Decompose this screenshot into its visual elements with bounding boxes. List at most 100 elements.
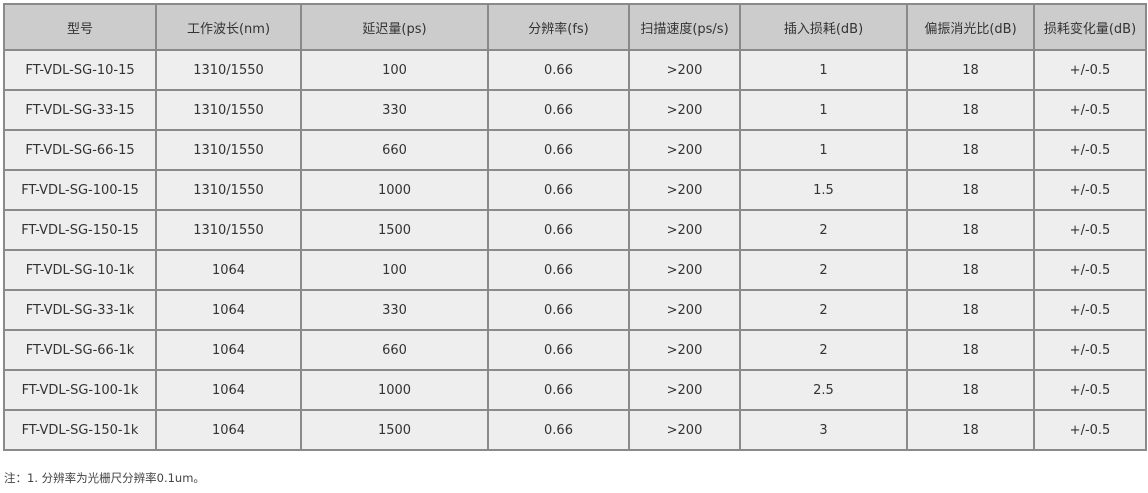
- table-cell: +/-0.5: [1033, 249, 1147, 291]
- table-cell: 18: [906, 209, 1035, 251]
- table-cell: +/-0.5: [1033, 169, 1147, 211]
- table-cell: >200: [628, 209, 741, 251]
- table-cell: 2: [739, 209, 908, 251]
- table-cell: 18: [906, 49, 1035, 91]
- table-row: FT-VDL-SG-100-15 1310/1550 1000 0.66 >200 1.5…: [3, 169, 1147, 211]
- table-cell: 2.5: [739, 369, 908, 411]
- table-cell: 0.66: [487, 409, 630, 451]
- column-header: 插入损耗(dB): [739, 3, 908, 51]
- table-cell: 660: [300, 329, 489, 371]
- table-cell: 1064: [155, 409, 302, 451]
- table-cell: 1064: [155, 249, 302, 291]
- table-cell: FT-VDL-SG-150-15: [3, 209, 157, 251]
- table-cell: 1.5: [739, 169, 908, 211]
- table-cell: +/-0.5: [1033, 409, 1147, 451]
- table-cell: 0.66: [487, 209, 630, 251]
- table-cell: >200: [628, 169, 741, 211]
- table-cell: 330: [300, 89, 489, 131]
- table-cell: 1: [739, 49, 908, 91]
- table-cell: 18: [906, 249, 1035, 291]
- table-cell: 0.66: [487, 89, 630, 131]
- table-cell: 18: [906, 369, 1035, 411]
- column-header: 偏振消光比(dB): [906, 3, 1035, 51]
- table-cell: FT-VDL-SG-10-1k: [3, 249, 157, 291]
- table-row: FT-VDL-SG-66-1k 1064 660 0.66 >200 2 18 +/-0.5: [3, 329, 1147, 371]
- table-row: FT-VDL-SG-33-15 1310/1550 330 0.66 >200 1 18 +/…: [3, 89, 1147, 131]
- table-cell: >200: [628, 49, 741, 91]
- table-cell: >200: [628, 369, 741, 411]
- table-cell: >200: [628, 409, 741, 451]
- column-header: 工作波长(nm): [155, 3, 302, 51]
- table-cell: >200: [628, 329, 741, 371]
- table-cell: 1064: [155, 329, 302, 371]
- table-cell: +/-0.5: [1033, 129, 1147, 171]
- table-cell: 0.66: [487, 249, 630, 291]
- table-row: FT-VDL-SG-100-1k 1064 1000 0.66 >200 2.5 18 +/-…: [3, 369, 1147, 411]
- table-cell: 1310/1550: [155, 209, 302, 251]
- table-cell: 18: [906, 289, 1035, 331]
- table-cell: +/-0.5: [1033, 89, 1147, 131]
- column-header: 损耗变化量(dB): [1033, 3, 1147, 51]
- table-cell: FT-VDL-SG-100-15: [3, 169, 157, 211]
- table-cell: 1310/1550: [155, 49, 302, 91]
- table-cell: 0.66: [487, 329, 630, 371]
- table-row: FT-VDL-SG-33-1k 1064 330 0.66 >200 2 18 +/-0.5: [3, 289, 1147, 331]
- table-cell: 660: [300, 129, 489, 171]
- table-cell: >200: [628, 129, 741, 171]
- table-cell: 0.66: [487, 289, 630, 331]
- table-row: FT-VDL-SG-150-15 1310/1550 1500 0.66 >200 2 18…: [3, 209, 1147, 251]
- table-cell: >200: [628, 289, 741, 331]
- table-cell: 1500: [300, 409, 489, 451]
- table-cell: 1000: [300, 169, 489, 211]
- table-cell: >200: [628, 249, 741, 291]
- table-cell: 330: [300, 289, 489, 331]
- table-cell: 100: [300, 49, 489, 91]
- table-cell: 18: [906, 89, 1035, 131]
- table-cell: FT-VDL-SG-100-1k: [3, 369, 157, 411]
- table-cell: 18: [906, 409, 1035, 451]
- table-cell: +/-0.5: [1033, 369, 1147, 411]
- spec-table: 型号 工作波长(nm) 延迟量(ps) 分辨率(fs) 扫描速度(ps/s) 插入损耗(d…: [3, 3, 1147, 451]
- table-cell: 2: [739, 329, 908, 371]
- table-cell: FT-VDL-SG-66-15: [3, 129, 157, 171]
- table-cell: 1: [739, 129, 908, 171]
- table-row: FT-VDL-SG-10-15 1310/1550 100 0.66 >200 1 18 +/…: [3, 49, 1147, 91]
- table-cell: 1310/1550: [155, 129, 302, 171]
- table-cell: FT-VDL-SG-150-1k: [3, 409, 157, 451]
- table-cell: 2: [739, 249, 908, 291]
- table-cell: 18: [906, 129, 1035, 171]
- table-cell: 100: [300, 249, 489, 291]
- table-cell: 1: [739, 89, 908, 131]
- table-cell: 18: [906, 169, 1035, 211]
- table-cell: 1064: [155, 289, 302, 331]
- table-cell: 18: [906, 329, 1035, 371]
- column-header: 扫描速度(ps/s): [628, 3, 741, 51]
- header-row: 型号 工作波长(nm) 延迟量(ps) 分辨率(fs) 扫描速度(ps/s) 插入损耗(d…: [3, 3, 1147, 51]
- table-cell: 3: [739, 409, 908, 451]
- table-cell: 1310/1550: [155, 169, 302, 211]
- table-cell: 0.66: [487, 169, 630, 211]
- table-row: FT-VDL-SG-66-15 1310/1550 660 0.66 >200 1 18 +/…: [3, 129, 1147, 171]
- table-cell: +/-0.5: [1033, 289, 1147, 331]
- table-cell: +/-0.5: [1033, 49, 1147, 91]
- column-header: 延迟量(ps): [300, 3, 489, 51]
- table-cell: +/-0.5: [1033, 329, 1147, 371]
- table-row: FT-VDL-SG-150-1k 1064 1500 0.66 >200 3 18 +/-0.…: [3, 409, 1147, 451]
- table-cell: 1500: [300, 209, 489, 251]
- table-cell: 1064: [155, 369, 302, 411]
- table-cell: 0.66: [487, 369, 630, 411]
- table-cell: 0.66: [487, 129, 630, 171]
- table-cell: 1310/1550: [155, 89, 302, 131]
- table-cell: 1000: [300, 369, 489, 411]
- table-cell: FT-VDL-SG-10-15: [3, 49, 157, 91]
- table-cell: FT-VDL-SG-66-1k: [3, 329, 157, 371]
- footnote: 注：1. 分辨率为光栅尺分辨率0.1um。: [4, 471, 205, 485]
- table-cell: 0.66: [487, 49, 630, 91]
- table-cell: >200: [628, 89, 741, 131]
- column-header: 型号: [3, 3, 157, 51]
- table-cell: 2: [739, 289, 908, 331]
- table-cell: FT-VDL-SG-33-1k: [3, 289, 157, 331]
- table-cell: +/-0.5: [1033, 209, 1147, 251]
- column-header: 分辨率(fs): [487, 3, 630, 51]
- table-cell: FT-VDL-SG-33-15: [3, 89, 157, 131]
